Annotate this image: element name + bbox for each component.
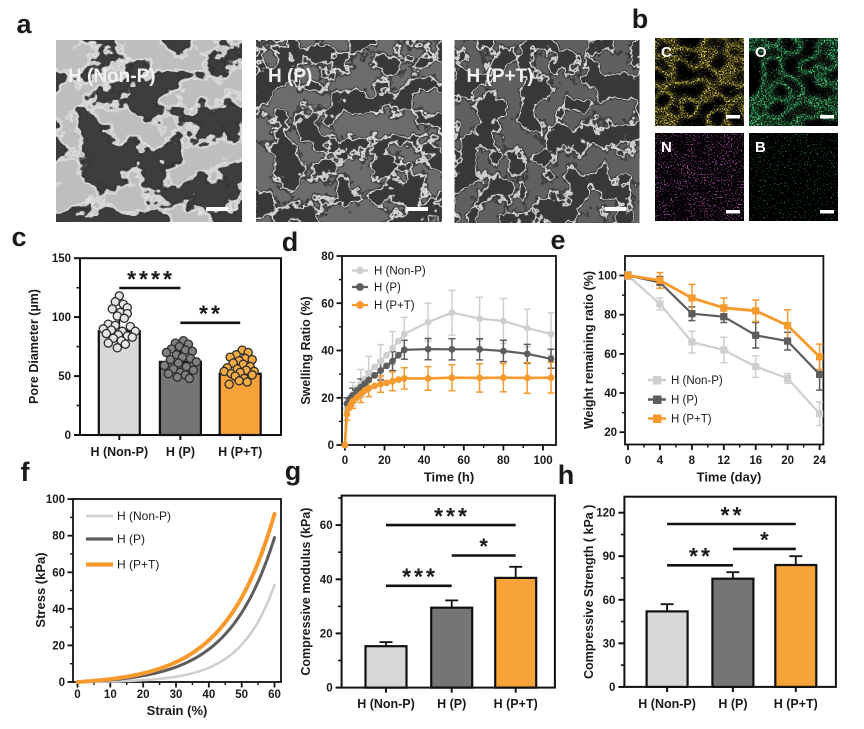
svg-text:c: c [11,222,26,252]
svg-text:20: 20 [52,640,65,652]
svg-text:50: 50 [235,689,248,701]
svg-text:0: 0 [74,689,80,701]
svg-text:80: 80 [52,531,65,543]
svg-text:H (P+T): H (P+T) [117,558,159,572]
svg-text:0: 0 [342,455,348,467]
svg-text:30: 30 [603,638,616,650]
svg-text:**: ** [721,502,745,528]
svg-text:Stress (kPa): Stress (kPa) [33,552,48,627]
svg-text:Strain (%): Strain (%) [147,703,208,718]
svg-text:g: g [285,456,302,486]
svg-text:H (Non-P): H (Non-P) [357,697,415,711]
svg-text:H (P+T): H (P+T) [218,445,262,459]
svg-text:f: f [21,457,31,487]
svg-text:60: 60 [603,595,616,607]
svg-text:*: * [760,528,769,553]
svg-text:d: d [282,227,299,257]
svg-text:H (Non-P): H (Non-P) [117,509,171,523]
svg-text:80: 80 [497,455,510,467]
svg-text:**: ** [689,543,713,569]
svg-text:0: 0 [609,682,615,694]
svg-text:20: 20 [378,455,391,467]
svg-text:Time (day): Time (day) [697,470,762,485]
svg-text:H (Non-P): H (Non-P) [374,266,426,278]
svg-text:20: 20 [604,427,617,439]
svg-text:H (P+T): H (P+T) [774,697,818,711]
svg-text:40: 40 [320,574,333,586]
svg-text:H (P): H (P) [718,697,747,711]
svg-text:B: B [755,139,766,156]
svg-text:H (P): H (P) [166,445,195,459]
svg-text:8: 8 [689,455,696,467]
svg-text:***: *** [434,503,470,529]
svg-text:**: ** [199,301,223,327]
svg-text:20: 20 [321,393,334,405]
svg-text:Time (h): Time (h) [424,470,474,485]
svg-text:40: 40 [604,388,617,400]
svg-text:80: 80 [604,310,617,322]
svg-text:150: 150 [52,253,71,265]
svg-text:H (P): H (P) [268,66,312,87]
svg-text:H (P): H (P) [437,697,466,711]
svg-text:16: 16 [749,455,762,467]
svg-text:H (Non-P): H (Non-P) [68,66,156,87]
svg-text:10: 10 [104,689,117,701]
svg-text:40: 40 [418,455,431,467]
svg-text:e: e [550,225,565,255]
svg-text:Swelling Ratio (%): Swelling Ratio (%) [299,296,313,404]
svg-text:H (P): H (P) [374,282,401,294]
svg-text:0: 0 [65,430,71,442]
svg-text:12: 12 [717,455,730,467]
svg-text:24: 24 [813,455,826,467]
svg-text:Weight remaining ratio (%): Weight remaining ratio (%) [582,271,596,429]
svg-text:Pore Diameter (µm): Pore Diameter (µm) [27,289,41,404]
svg-text:100: 100 [52,312,71,324]
svg-text:H (P): H (P) [671,395,698,407]
svg-text:20: 20 [137,689,150,701]
svg-text:100: 100 [533,455,552,467]
svg-text:40: 40 [52,604,65,616]
svg-text:0: 0 [326,683,332,695]
svg-text:0: 0 [59,677,65,689]
svg-text:***: *** [402,564,438,590]
svg-text:****: **** [127,266,175,292]
svg-text:20: 20 [781,455,794,467]
svg-text:H (Non-P): H (Non-P) [671,375,723,387]
svg-text:O: O [755,44,767,61]
svg-text:H (P+T): H (P+T) [671,414,712,426]
svg-text:C: C [661,44,672,61]
svg-text:90: 90 [603,551,616,563]
svg-text:60: 60 [457,455,470,467]
svg-text:60: 60 [52,567,65,579]
svg-text:H (P+T): H (P+T) [494,697,538,711]
svg-text:100: 100 [46,494,65,506]
svg-text:50: 50 [58,371,71,383]
svg-text:30: 30 [170,689,183,701]
svg-text:60: 60 [320,520,333,532]
svg-text:h: h [558,460,575,490]
svg-text:H (Non-P): H (Non-P) [638,697,696,711]
svg-text:N: N [661,139,672,156]
svg-text:60: 60 [321,298,334,310]
svg-text:H (P+T): H (P+T) [467,66,534,87]
svg-text:*: * [479,534,488,559]
svg-text:100: 100 [598,271,617,283]
svg-text:60: 60 [268,689,281,701]
svg-text:Compressive Strength ( kPa ): Compressive Strength ( kPa ) [582,505,596,679]
svg-text:60: 60 [604,349,617,361]
svg-text:a: a [16,9,32,39]
svg-text:Compressive modulus (kPa): Compressive modulus (kPa) [299,508,313,676]
svg-text:80: 80 [321,251,334,263]
svg-text:H (P): H (P) [117,532,145,546]
svg-text:40: 40 [321,346,334,358]
svg-text:20: 20 [320,628,333,640]
svg-text:H (Non-P): H (Non-P) [90,445,148,459]
svg-text:4: 4 [657,455,664,467]
svg-text:120: 120 [596,508,615,520]
svg-text:40: 40 [202,689,215,701]
svg-text:b: b [632,4,649,34]
svg-text:0: 0 [625,455,631,467]
svg-text:H (P+T): H (P+T) [374,300,415,312]
svg-text:0: 0 [328,440,334,452]
